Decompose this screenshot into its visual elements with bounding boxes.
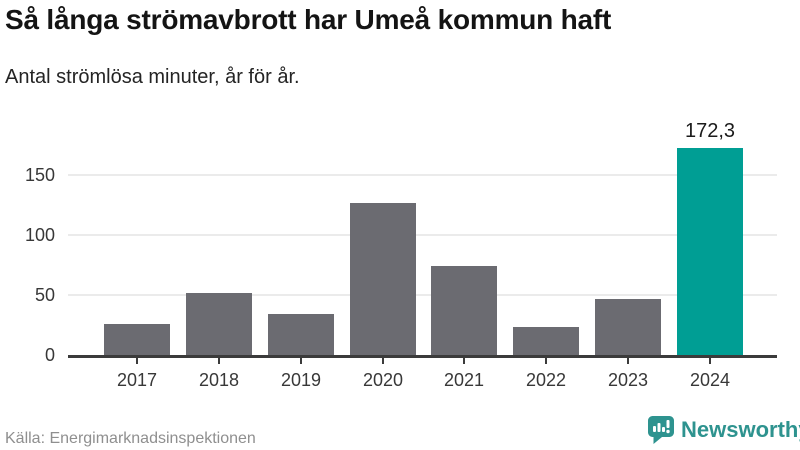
x-tick-mark (218, 358, 220, 364)
gridline-50 (68, 294, 777, 296)
gridline-100 (68, 234, 777, 236)
x-axis-label: 2020 (362, 370, 404, 390)
x-tick-mark (136, 358, 138, 364)
bar-2021 (431, 266, 497, 355)
bar-2023 (595, 299, 661, 355)
newsworthy-logo: Newsworthy (648, 416, 800, 444)
x-axis-label: 2022 (525, 370, 567, 390)
x-tick-mark (300, 358, 302, 364)
y-axis-label: 100 (24, 225, 55, 245)
chart-title: Så långa strömavbrott har Umeå kommun ha… (5, 4, 612, 35)
x-tick-mark (463, 358, 465, 364)
x-axis-label: 2017 (116, 370, 158, 390)
y-axis-label: 50 (34, 285, 55, 305)
x-axis-label: 2024 (689, 370, 731, 390)
x-tick-mark (709, 358, 711, 364)
x-tick-mark (627, 358, 629, 364)
bar-2018 (186, 293, 252, 355)
bar-2022 (513, 327, 579, 355)
x-axis-line (68, 355, 777, 358)
x-tick-mark (382, 358, 384, 364)
x-axis-label: 2023 (607, 370, 649, 390)
y-axis-label: 0 (44, 345, 55, 365)
bar-2017 (104, 324, 170, 355)
bar-chart: 0 50 100 150 2017 2018 2019 2020 2021 2022 2023 202… (24, 120, 777, 390)
gridline-150 (68, 174, 777, 176)
bar-2020 (350, 203, 416, 355)
bar-2024 (677, 148, 743, 355)
newsworthy-logo-text: Newsworthy (681, 417, 800, 442)
newsworthy-logo-icon (648, 416, 674, 444)
y-axis-label: 150 (24, 165, 55, 185)
x-tick-mark (545, 358, 547, 364)
chart-subtitle: Antal strömlösa minuter, år för år. (5, 66, 300, 88)
bar-2019 (268, 314, 334, 355)
x-axis-label: 2019 (280, 370, 322, 390)
source-note: Källa: Energimarknadsinspektionen (5, 430, 256, 447)
x-axis-label: 2021 (443, 370, 485, 390)
x-axis-label: 2018 (198, 370, 240, 390)
value-label: 172,3 (684, 120, 736, 142)
